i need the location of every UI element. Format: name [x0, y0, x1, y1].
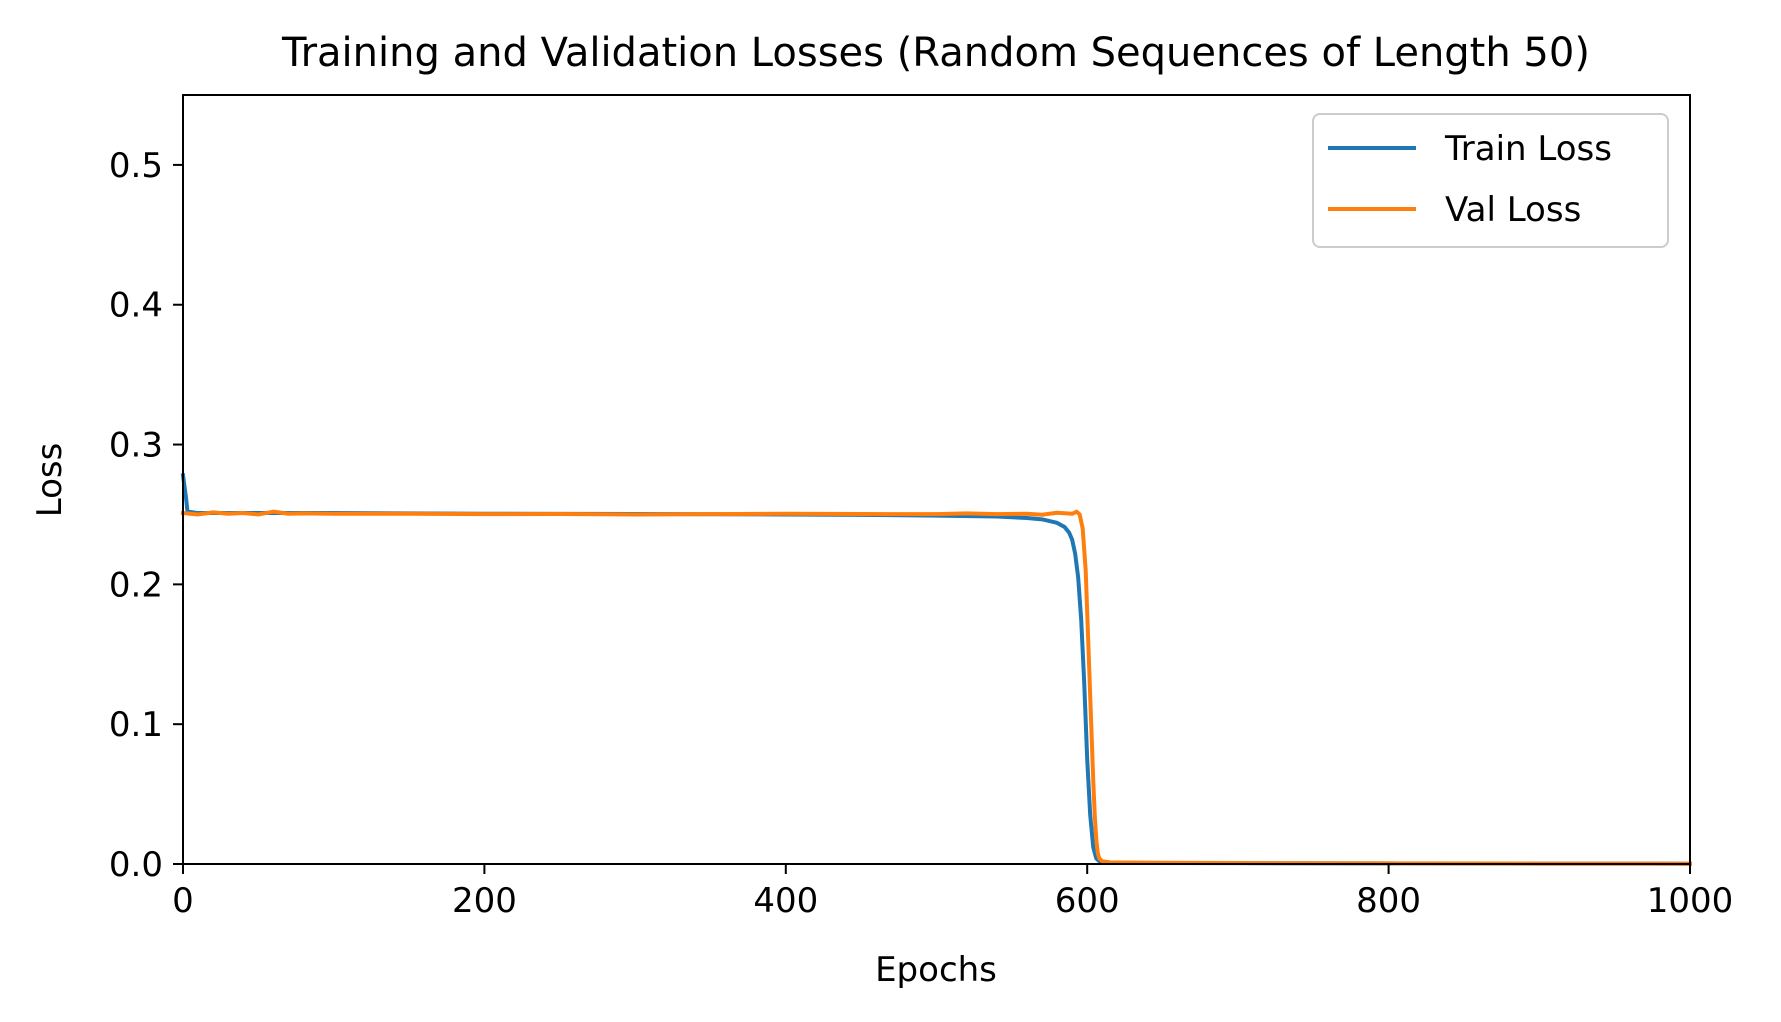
x-axis-ticks: 0 200 400 600 800 1000 [172, 864, 1733, 921]
x-tick-label: 1000 [1647, 881, 1734, 921]
y-axis-ticks: 0.0 0.1 0.2 0.3 0.4 0.5 [109, 146, 183, 885]
x-tick-label: 400 [753, 881, 818, 921]
y-tick-label: 0.5 [109, 146, 163, 186]
series-layer [180, 473, 1693, 866]
x-axis-label: Epochs [875, 950, 997, 990]
y-tick-label: 0.3 [109, 426, 163, 466]
y-tick-label: 0.4 [109, 286, 163, 326]
y-tick-label: 0.0 [109, 845, 163, 885]
chart-title: Training and Validation Losses (Random S… [281, 30, 1590, 76]
x-tick-label: 200 [452, 881, 517, 921]
x-tick-label: 0 [172, 881, 194, 921]
legend: Train Loss Val Loss [1312, 113, 1669, 248]
legend-label: Val Loss [1445, 190, 1581, 230]
series-line-val-loss [180, 509, 1693, 866]
legend-items: Train Loss Val Loss [1328, 129, 1612, 230]
legend-label: Train Loss [1444, 129, 1612, 169]
x-tick-label: 600 [1055, 881, 1120, 921]
x-tick-label: 800 [1356, 881, 1421, 921]
plot-frame [182, 94, 1691, 865]
y-tick-label: 0.1 [109, 705, 163, 745]
y-tick-label: 0.2 [109, 565, 163, 605]
y-axis-label: Loss [30, 443, 70, 518]
